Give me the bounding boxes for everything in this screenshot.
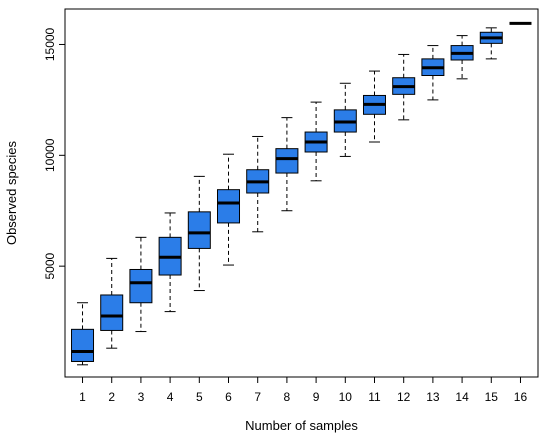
box-body: [71, 328, 95, 362]
x-tick-label: 15: [485, 390, 499, 404]
box-2: [100, 257, 124, 349]
x-tick-label: 8: [284, 390, 291, 404]
box-12: [392, 53, 416, 121]
x-tick-label: 6: [225, 390, 232, 404]
x-tick-label: 5: [196, 390, 203, 404]
boxes-layer: [71, 21, 532, 366]
box-body: [100, 294, 124, 331]
box-10: [333, 82, 357, 157]
plot-frame: [64, 8, 539, 378]
box-8: [275, 117, 299, 212]
box-6: [217, 153, 241, 266]
y-tick-label: 15000: [43, 27, 57, 61]
x-axis-label: Number of samples: [245, 418, 358, 433]
x-tick-label: 3: [138, 390, 145, 404]
box-11: [362, 70, 386, 143]
x-tick-label: 2: [108, 390, 115, 404]
x-tick-label: 10: [339, 390, 353, 404]
x-tick-label: 16: [514, 390, 528, 404]
box-body: [187, 211, 211, 249]
x-tick-label: 4: [167, 390, 174, 404]
box-body: [275, 148, 299, 174]
x-tick-label: 7: [254, 390, 261, 404]
x-tick-label: 14: [455, 390, 469, 404]
y-tick-label: 10000: [43, 138, 57, 172]
x-tick-label: 9: [313, 390, 320, 404]
box-3: [129, 236, 153, 333]
y-tick-label: 5000: [43, 252, 57, 279]
y-axis-label: Observed species: [4, 140, 19, 245]
x-tick-label: 11: [368, 390, 381, 404]
box-7: [246, 135, 270, 233]
plot-area: [64, 8, 539, 378]
box-5: [187, 175, 211, 292]
box-14: [450, 35, 474, 80]
x-axis: 1 2 3 4 5 6 7 8 9 10 11 12 13 14 15 16: [79, 377, 527, 404]
box-15: [479, 27, 503, 60]
box-body: [129, 268, 153, 304]
x-tick-label: 13: [426, 390, 440, 404]
box-body: [217, 189, 241, 224]
box-13: [421, 45, 445, 101]
x-tick-label: 12: [397, 390, 411, 404]
box-9: [304, 101, 328, 182]
box-1: [71, 302, 95, 366]
x-tick-label: 1: [79, 390, 86, 404]
box-4: [158, 212, 182, 313]
y-axis: 5000 10000 15000: [43, 27, 65, 280]
